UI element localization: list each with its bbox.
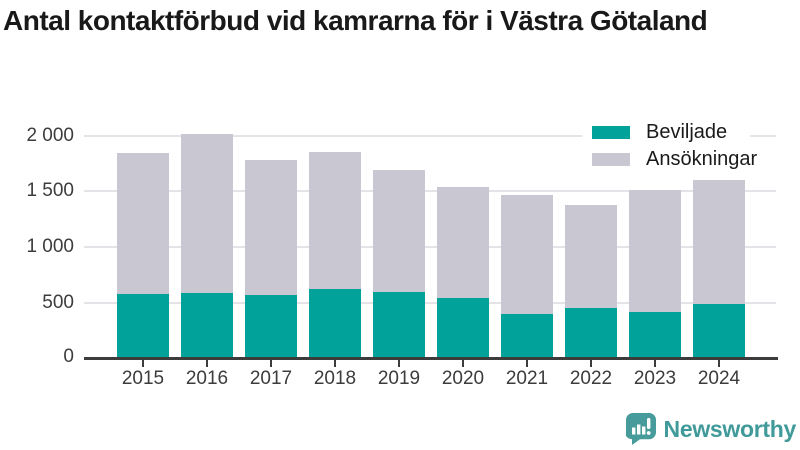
x-axis-tick	[334, 360, 336, 367]
bar-beviljade-2023	[629, 312, 681, 359]
x-tick-label: 2017	[249, 368, 293, 389]
x-axis-tick	[654, 360, 656, 367]
x-axis-tick	[718, 360, 720, 367]
x-tick-label: 2018	[313, 368, 357, 389]
x-axis-tick	[142, 360, 144, 367]
x-tick-label: 2015	[121, 368, 165, 389]
y-tick-label: 1 000	[26, 236, 74, 258]
x-axis-line	[84, 357, 778, 360]
x-tick-label: 2022	[569, 368, 613, 389]
x-axis-tick	[462, 360, 464, 367]
y-tick-label: 1 500	[26, 180, 74, 202]
x-tick-label: 2024	[697, 368, 741, 389]
x-axis-tick	[590, 360, 592, 367]
bar-beviljade-2018	[309, 289, 361, 359]
legend-label: Beviljade	[646, 121, 728, 143]
newsworthy-logo-icon	[625, 413, 656, 446]
bar-beviljade-2024	[693, 304, 745, 359]
bar-beviljade-2015	[117, 293, 169, 359]
x-axis-tick	[270, 360, 272, 367]
x-tick-label: 2020	[441, 368, 485, 389]
gridline	[84, 246, 776, 249]
legend: Beviljade Ansökningar	[592, 119, 757, 173]
bar-beviljade-2019	[373, 291, 425, 359]
gridline	[84, 134, 582, 137]
bar-beviljade-2022	[565, 308, 617, 359]
bar-beviljade-2016	[181, 293, 233, 359]
legend-item-beviljade: Beviljade	[592, 119, 757, 146]
legend-swatch-applications	[592, 153, 630, 166]
newsworthy-branding: Newsworthy	[625, 413, 797, 446]
x-tick-label: 2023	[633, 368, 677, 389]
bar-beviljade-2021	[501, 313, 553, 359]
y-tick-label: 0	[63, 346, 74, 367]
chart-title: Antal kontaktförbud vid kamrarna för i V…	[3, 5, 708, 36]
gridline	[84, 190, 776, 193]
gridline	[84, 302, 776, 305]
legend-swatch-granted	[592, 126, 630, 139]
x-tick-label: 2019	[377, 368, 421, 389]
gridline	[750, 134, 776, 137]
y-tick-label: 2 000	[26, 124, 74, 146]
legend-label: Ansökningar	[646, 148, 758, 170]
bar-beviljade-2020	[437, 298, 489, 359]
bar-beviljade-2017	[245, 294, 297, 359]
x-axis-tick	[398, 360, 400, 367]
y-tick-label: 500	[42, 292, 74, 314]
x-tick-label: 2016	[185, 368, 229, 389]
x-axis-tick	[526, 360, 528, 367]
newsworthy-logo-text: Newsworthy	[663, 416, 797, 442]
x-tick-label: 2021	[505, 368, 549, 389]
x-axis-tick	[206, 360, 208, 367]
legend-item-ansokningar: Ansökningar	[592, 146, 757, 173]
